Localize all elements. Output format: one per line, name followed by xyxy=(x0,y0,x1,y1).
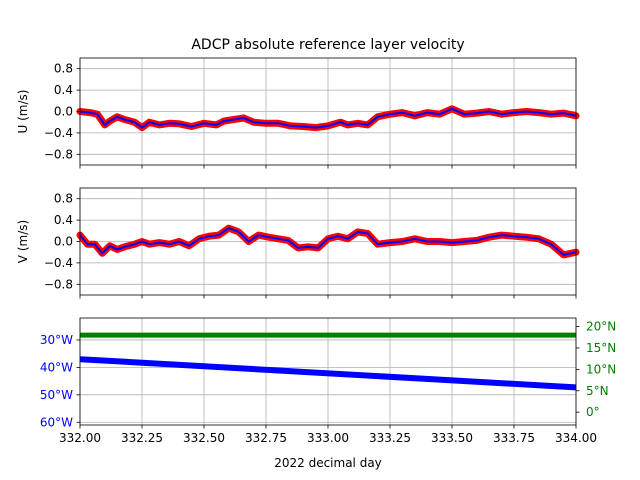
u-grid xyxy=(79,58,577,165)
u-velocity-panel: −0.8 −0.4 0.0 0.4 0.8 U (m/s) xyxy=(16,57,580,169)
y-tick-label: 0.4 xyxy=(54,213,73,227)
longitude-tick-label: 50°W xyxy=(40,388,73,402)
y-tick-label: 0.0 xyxy=(54,235,73,249)
x-tick-label: 333.75 xyxy=(493,431,535,445)
longitude-yticks: 30°W 40°W 50°W 60°W xyxy=(40,333,80,429)
smoothed-velocity-series xyxy=(79,107,577,129)
latitude-tick-label: 20°N xyxy=(586,320,616,334)
x-tick-label: 333.25 xyxy=(369,431,411,445)
y-tick-label: −0.8 xyxy=(44,147,73,161)
latitude-tick-label: 15°N xyxy=(586,341,616,355)
y-tick-label: −0.4 xyxy=(44,256,73,270)
latitude-yticks: 0° 5°N 10°N 15°N 20°N xyxy=(576,320,616,419)
u-lines xyxy=(76,105,580,132)
v-velocity-panel: −0.8 −0.4 0.0 0.4 0.8 V (m/s) xyxy=(16,187,580,299)
longitude-series xyxy=(79,356,577,391)
v-lines xyxy=(76,224,580,259)
latitude-tick-label: 0° xyxy=(586,405,600,419)
y-tick-label: 0.8 xyxy=(54,62,73,76)
y-tick-label: 0.8 xyxy=(54,192,73,206)
x-tick-label: 332.75 xyxy=(245,431,287,445)
longitude-tick-label: 60°W xyxy=(40,415,73,429)
latitude-tick-label: 10°N xyxy=(586,362,616,376)
v-ylabel: V (m/s) xyxy=(16,220,30,263)
y-tick-label: −0.4 xyxy=(44,126,73,140)
x-tick-label: 332.25 xyxy=(121,431,163,445)
x-tick-label: 333.50 xyxy=(431,431,473,445)
smoothed-velocity-series xyxy=(79,227,577,256)
x-axis-label: 2022 decimal day xyxy=(274,456,382,470)
position-grid xyxy=(79,318,577,425)
x-tick-label: 332.00 xyxy=(59,431,101,445)
position-xticks: 332.00 332.25 332.50 332.75 333.00 333.25 333.… xyxy=(59,425,597,445)
u-xticks xyxy=(79,165,577,169)
y-tick-label: 0.4 xyxy=(54,83,73,97)
position-lines xyxy=(79,332,577,391)
v-xticks xyxy=(79,295,577,299)
position-panel: 30°W 40°W 50°W 60°W 0° 5°N 10°N 15°N 20°N 332.0… xyxy=(40,317,616,445)
latitude-tick-label: 5°N xyxy=(586,384,609,398)
x-tick-label: 334.00 xyxy=(555,431,597,445)
longitude-tick-label: 30°W xyxy=(40,333,73,347)
u-yticks: −0.8 −0.4 0.0 0.4 0.8 xyxy=(44,62,80,161)
x-tick-label: 333.00 xyxy=(307,431,349,445)
y-tick-label: −0.8 xyxy=(44,277,73,291)
longitude-tick-label: 40°W xyxy=(40,360,73,374)
figure-title: ADCP absolute reference layer velocity xyxy=(191,37,464,53)
u-ylabel: U (m/s) xyxy=(16,90,30,134)
y-tick-label: 0.0 xyxy=(54,105,73,119)
x-tick-label: 332.50 xyxy=(183,431,225,445)
v-yticks: −0.8 −0.4 0.0 0.4 0.8 xyxy=(44,192,80,291)
